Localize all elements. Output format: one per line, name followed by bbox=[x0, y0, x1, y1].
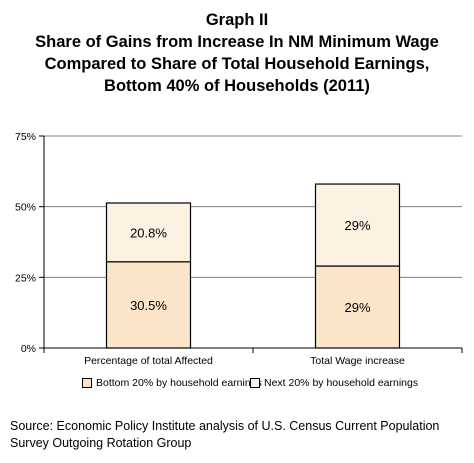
y-tick-label: 50% bbox=[15, 202, 36, 214]
legend-swatch-bottom-20 bbox=[82, 378, 92, 388]
data-label: 20.8% bbox=[130, 225, 167, 240]
data-label: 30.5% bbox=[130, 298, 167, 313]
chart-title-line-2: Share of Gains from Increase In NM Minim… bbox=[35, 33, 439, 51]
x-category-label: Total Wage increase bbox=[310, 355, 405, 367]
source-note: Source: Economic Policy Institute analys… bbox=[10, 419, 440, 450]
bar-segment bbox=[105, 202, 192, 263]
bar-segment bbox=[105, 261, 192, 349]
chart-title-line-1: Graph II bbox=[205, 11, 269, 29]
legend-swatch-next-20 bbox=[250, 378, 260, 388]
chart-title-line-4: Bottom 40% of Households (2011) bbox=[104, 77, 370, 95]
legend-label-next-20: Next 20% by household earnings bbox=[264, 377, 419, 389]
legend-item-bottom-20: Bottom 20% by household earnings bbox=[82, 377, 262, 389]
stacked-bar-chart: 0% 25% 50% 75% 30.5% 20.8% Percentage of total… bbox=[15, 131, 463, 367]
data-label: 29% bbox=[344, 218, 370, 233]
chart-title-line-3: Compared to Share of Total Household Ear… bbox=[44, 55, 430, 73]
data-label: 29% bbox=[344, 300, 370, 315]
y-tick-label: 75% bbox=[15, 131, 36, 143]
bar-segment bbox=[314, 183, 401, 267]
y-tick-label: 0% bbox=[21, 343, 36, 355]
legend-label-bottom-20: Bottom 20% by household earnings bbox=[96, 377, 262, 389]
bar-segment bbox=[314, 265, 401, 349]
x-category-label: Percentage of total Affected bbox=[84, 355, 213, 367]
y-tick-label: 25% bbox=[15, 272, 36, 284]
legend-item-next-20: Next 20% by household earnings bbox=[250, 377, 418, 389]
